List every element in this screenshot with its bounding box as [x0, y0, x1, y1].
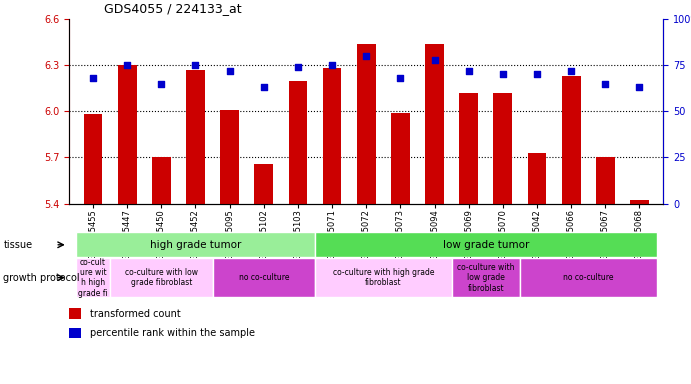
- Bar: [460, 93, 478, 204]
- Bar: [213, 258, 315, 297]
- Point: [566, 68, 577, 74]
- Bar: [391, 113, 410, 204]
- Bar: [323, 68, 341, 204]
- Bar: [315, 232, 656, 257]
- Bar: [357, 44, 376, 204]
- Point: [224, 68, 235, 74]
- Text: low grade tumor: low grade tumor: [442, 240, 529, 250]
- Point: [634, 84, 645, 91]
- Point: [327, 62, 338, 68]
- Bar: [69, 328, 81, 338]
- Bar: [254, 164, 273, 204]
- Point: [361, 53, 372, 59]
- Point: [429, 57, 440, 63]
- Text: growth protocol: growth protocol: [3, 273, 80, 283]
- Text: co-culture with
low grade
fibroblast: co-culture with low grade fibroblast: [457, 263, 515, 293]
- Bar: [117, 65, 137, 204]
- Bar: [152, 157, 171, 204]
- Text: high grade tumor: high grade tumor: [150, 240, 241, 250]
- Bar: [596, 157, 615, 204]
- Bar: [630, 200, 649, 204]
- Text: co-cult
ure wit
h high
grade fi: co-cult ure wit h high grade fi: [78, 258, 108, 298]
- Point: [292, 64, 303, 70]
- Point: [498, 71, 509, 78]
- Point: [395, 75, 406, 81]
- Point: [190, 62, 201, 68]
- Text: tissue: tissue: [3, 240, 32, 250]
- Text: GDS4055 / 224133_at: GDS4055 / 224133_at: [104, 2, 241, 15]
- Text: co-culture with high grade
fibroblast: co-culture with high grade fibroblast: [332, 268, 434, 287]
- Bar: [110, 258, 213, 297]
- Point: [531, 71, 542, 78]
- Text: transformed count: transformed count: [90, 309, 180, 319]
- Bar: [528, 153, 547, 204]
- Bar: [76, 232, 315, 257]
- Text: no co-culture: no co-culture: [238, 273, 289, 282]
- Bar: [493, 93, 512, 204]
- Point: [155, 81, 167, 87]
- Bar: [76, 258, 110, 297]
- Bar: [289, 81, 307, 204]
- Bar: [520, 258, 656, 297]
- Point: [122, 62, 133, 68]
- Text: no co-culture: no co-culture: [563, 273, 614, 282]
- Point: [258, 84, 269, 91]
- Text: co-culture with low
grade fibroblast: co-culture with low grade fibroblast: [125, 268, 198, 287]
- Bar: [452, 258, 520, 297]
- Bar: [186, 70, 205, 204]
- Text: percentile rank within the sample: percentile rank within the sample: [90, 328, 255, 338]
- Bar: [315, 258, 452, 297]
- Point: [88, 75, 99, 81]
- Bar: [220, 110, 239, 204]
- Point: [600, 81, 611, 87]
- Point: [463, 68, 474, 74]
- Bar: [69, 308, 81, 319]
- Bar: [84, 114, 102, 204]
- Bar: [562, 76, 580, 204]
- Bar: [425, 44, 444, 204]
